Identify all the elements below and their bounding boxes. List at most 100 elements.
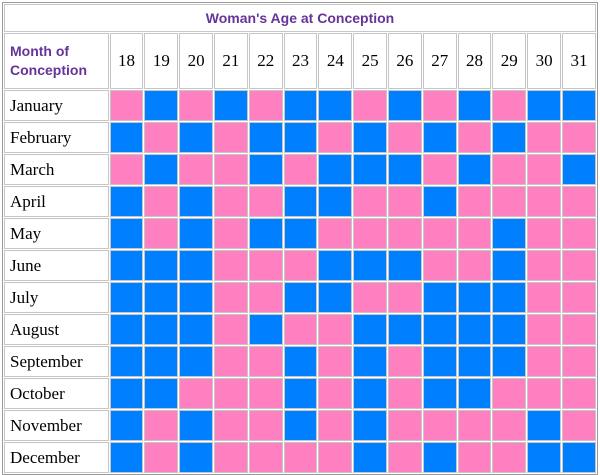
- pink-cell: [562, 314, 596, 345]
- pink-cell: [388, 122, 422, 153]
- blue-cell: [457, 154, 492, 185]
- month-label: September: [4, 346, 109, 377]
- pink-cell: [214, 122, 248, 153]
- month-label: June: [4, 250, 109, 281]
- pink-cell: [144, 186, 179, 217]
- pink-cell: [144, 442, 179, 473]
- month-of-conception-header: Month of Conception: [4, 33, 109, 89]
- blue-cell: [144, 282, 179, 313]
- age-header-cell: 19: [144, 33, 179, 89]
- pink-cell: [422, 90, 457, 121]
- blue-cell: [248, 314, 283, 345]
- pink-cell: [179, 378, 214, 409]
- blue-cell: [283, 90, 318, 121]
- blue-cell: [492, 218, 527, 249]
- blue-cell: [179, 282, 214, 313]
- pink-cell: [109, 90, 144, 121]
- pink-cell: [457, 218, 492, 249]
- blue-cell: [422, 314, 457, 345]
- age-header-cell: 18: [109, 33, 144, 89]
- blue-cell: [492, 346, 527, 377]
- blue-cell: [492, 122, 527, 153]
- pink-cell: [144, 122, 179, 153]
- pink-cell: [562, 250, 596, 281]
- blue-cell: [457, 346, 492, 377]
- blue-cell: [283, 218, 318, 249]
- pink-cell: [388, 186, 422, 217]
- blue-cell: [318, 90, 353, 121]
- age-header-cell: 23: [283, 33, 318, 89]
- pink-cell: [318, 346, 353, 377]
- pink-cell: [457, 122, 492, 153]
- pink-cell: [562, 122, 596, 153]
- pink-cell: [214, 250, 248, 281]
- month-label: February: [4, 122, 109, 153]
- blue-cell: [144, 378, 179, 409]
- blue-cell: [492, 314, 527, 345]
- blue-cell: [422, 442, 457, 473]
- blue-cell: [353, 122, 388, 153]
- blue-cell: [179, 346, 214, 377]
- title-row: Woman's Age at Conception: [4, 4, 596, 32]
- blue-cell: [353, 154, 388, 185]
- blue-cell: [144, 346, 179, 377]
- blue-cell: [144, 90, 179, 121]
- month-label: January: [4, 90, 109, 121]
- blue-cell: [318, 186, 353, 217]
- pink-cell: [144, 410, 179, 441]
- blue-cell: [179, 314, 214, 345]
- month-label: August: [4, 314, 109, 345]
- blue-cell: [527, 90, 561, 121]
- blue-cell: [144, 154, 179, 185]
- blue-cell: [562, 154, 596, 185]
- month-row: January: [4, 90, 596, 121]
- blue-cell: [109, 282, 144, 313]
- blue-cell: [353, 346, 388, 377]
- pink-cell: [353, 218, 388, 249]
- pink-cell: [492, 154, 527, 185]
- blue-cell: [179, 410, 214, 441]
- blue-cell: [388, 250, 422, 281]
- pink-cell: [248, 282, 283, 313]
- pink-cell: [457, 250, 492, 281]
- age-header-cell: 22: [248, 33, 283, 89]
- pink-cell: [214, 282, 248, 313]
- table-header: Woman's Age at Conception Month of Conce…: [4, 4, 596, 89]
- pink-cell: [248, 90, 283, 121]
- blue-cell: [109, 218, 144, 249]
- blue-cell: [457, 282, 492, 313]
- pink-cell: [562, 218, 596, 249]
- blue-cell: [422, 282, 457, 313]
- pink-cell: [422, 410, 457, 441]
- month-label: July: [4, 282, 109, 313]
- age-header-cell: 24: [318, 33, 353, 89]
- blue-cell: [179, 442, 214, 473]
- pink-cell: [388, 282, 422, 313]
- pink-cell: [527, 154, 561, 185]
- pink-cell: [353, 90, 388, 121]
- pink-cell: [248, 442, 283, 473]
- pink-cell: [214, 346, 248, 377]
- blue-cell: [318, 250, 353, 281]
- month-label: November: [4, 410, 109, 441]
- blue-cell: [422, 186, 457, 217]
- table-title: Woman's Age at Conception: [4, 4, 596, 32]
- pink-cell: [527, 218, 561, 249]
- pink-cell: [492, 186, 527, 217]
- pink-cell: [353, 282, 388, 313]
- pink-cell: [422, 250, 457, 281]
- month-label: October: [4, 378, 109, 409]
- pink-cell: [283, 250, 318, 281]
- blue-cell: [109, 410, 144, 441]
- blue-cell: [179, 122, 214, 153]
- blue-cell: [527, 442, 561, 473]
- blue-cell: [283, 410, 318, 441]
- blue-cell: [248, 122, 283, 153]
- pink-cell: [318, 410, 353, 441]
- blue-cell: [562, 442, 596, 473]
- pink-cell: [318, 122, 353, 153]
- month-row: June: [4, 250, 596, 281]
- pink-cell: [457, 410, 492, 441]
- blue-cell: [283, 122, 318, 153]
- blue-cell: [248, 154, 283, 185]
